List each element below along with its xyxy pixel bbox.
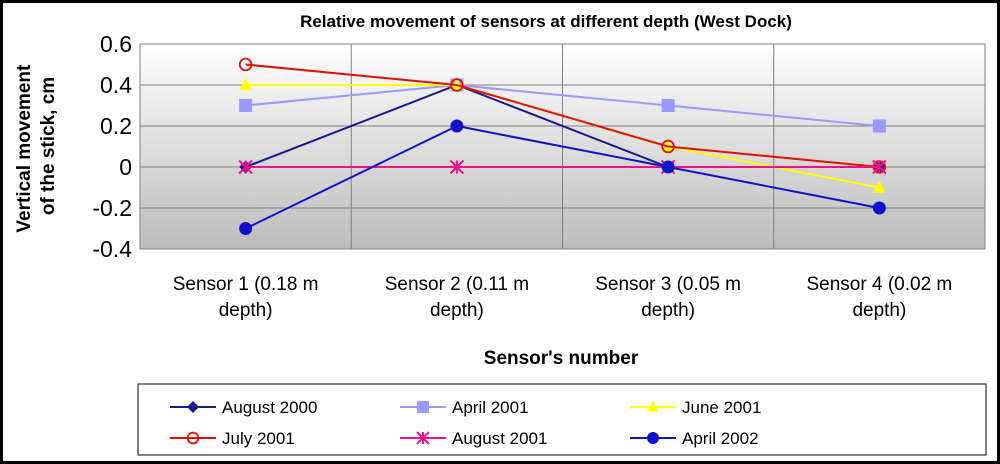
data-point	[450, 78, 464, 92]
y-axis-ticks: -0.4 -0.2 0 0.2 0.4 0.6	[92, 31, 132, 262]
series-line	[245, 124, 880, 230]
x-tick-label: Sensor 4 (0.02 m depth)	[807, 274, 953, 321]
legend-item: July 2001	[170, 429, 295, 448]
y-tick-label: -0.2	[92, 195, 132, 221]
data-point	[238, 57, 253, 72]
data-point	[647, 432, 659, 444]
y-tick-label: 0.6	[100, 31, 132, 57]
legend: August 2000 April 2001 June 2001 July 2001 A…	[170, 398, 761, 448]
chart-title: Relative movement of sensors at differen…	[300, 12, 792, 31]
legend-item: August 2000	[170, 398, 317, 417]
x-tick-label-line: depth)	[852, 300, 906, 321]
data-point	[186, 431, 200, 445]
data-point	[872, 159, 887, 175]
data-point	[450, 119, 464, 133]
data-point	[661, 139, 675, 154]
data-point	[239, 99, 253, 112]
data-point	[417, 401, 429, 413]
y-axis-label: Vertical movement of the stick, cm	[14, 59, 59, 232]
series-line	[245, 63, 880, 168]
data-series	[238, 57, 887, 235]
data-point	[872, 180, 886, 193]
x-tick-label-line: Sensor 3 (0.05 m	[595, 274, 741, 295]
y-tick-label: 0	[119, 154, 132, 180]
y-tick-label: -0.4	[92, 236, 132, 262]
data-point	[187, 401, 199, 413]
data-point	[872, 119, 886, 133]
x-axis-ticks: Sensor 1 (0.18 m depth) Sensor 2 (0.11 m de…	[173, 274, 953, 321]
x-tick-label-line: Sensor 4 (0.02 m	[807, 274, 953, 295]
legend-label: August 2001	[452, 429, 547, 448]
legend-label: August 2000	[222, 398, 317, 417]
data-point	[416, 431, 430, 445]
data-point	[239, 77, 253, 91]
legend-label: June 2001	[682, 398, 761, 417]
data-point	[647, 400, 659, 412]
legend-box	[137, 383, 987, 456]
x-tick-label-line: depth)	[430, 300, 484, 321]
legend-item: April 2001	[400, 398, 529, 417]
legend-label: July 2001	[222, 429, 295, 448]
x-tick-label: Sensor 2 (0.11 m depth)	[385, 274, 529, 321]
legend-item: August 2001	[400, 429, 547, 448]
legend-item: June 2001	[630, 398, 761, 417]
y-axis-label-line-1: Vertical movement	[14, 64, 35, 233]
data-point	[661, 160, 675, 174]
data-point	[238, 159, 253, 175]
y-tick-label: 0.4	[100, 72, 132, 98]
x-axis-label: Sensor's number	[484, 348, 639, 369]
y-tick-label: 0.2	[100, 113, 132, 139]
x-tick-label-line: Sensor 1 (0.18 m	[173, 274, 319, 295]
legend-label: April 2001	[452, 398, 529, 417]
series-line	[245, 83, 880, 127]
legend-label: April 2002	[682, 429, 759, 448]
series-april-2002	[239, 119, 886, 235]
x-tick-label: Sensor 3 (0.05 m depth)	[595, 274, 741, 321]
data-point	[449, 159, 465, 175]
data-point	[239, 222, 253, 235]
x-tick-label-line: Sensor 2 (0.11 m	[385, 274, 529, 295]
data-point	[661, 99, 675, 112]
legend-item: April 2002	[630, 429, 759, 448]
x-tick-label-line: depth)	[219, 300, 273, 321]
y-axis-label-line-2: of the stick, cm	[38, 77, 59, 215]
x-tick-label: Sensor 1 (0.18 m depth)	[173, 274, 319, 321]
data-point	[872, 201, 886, 215]
series-july-2001	[238, 57, 887, 174]
x-tick-label-line: depth)	[641, 300, 695, 321]
